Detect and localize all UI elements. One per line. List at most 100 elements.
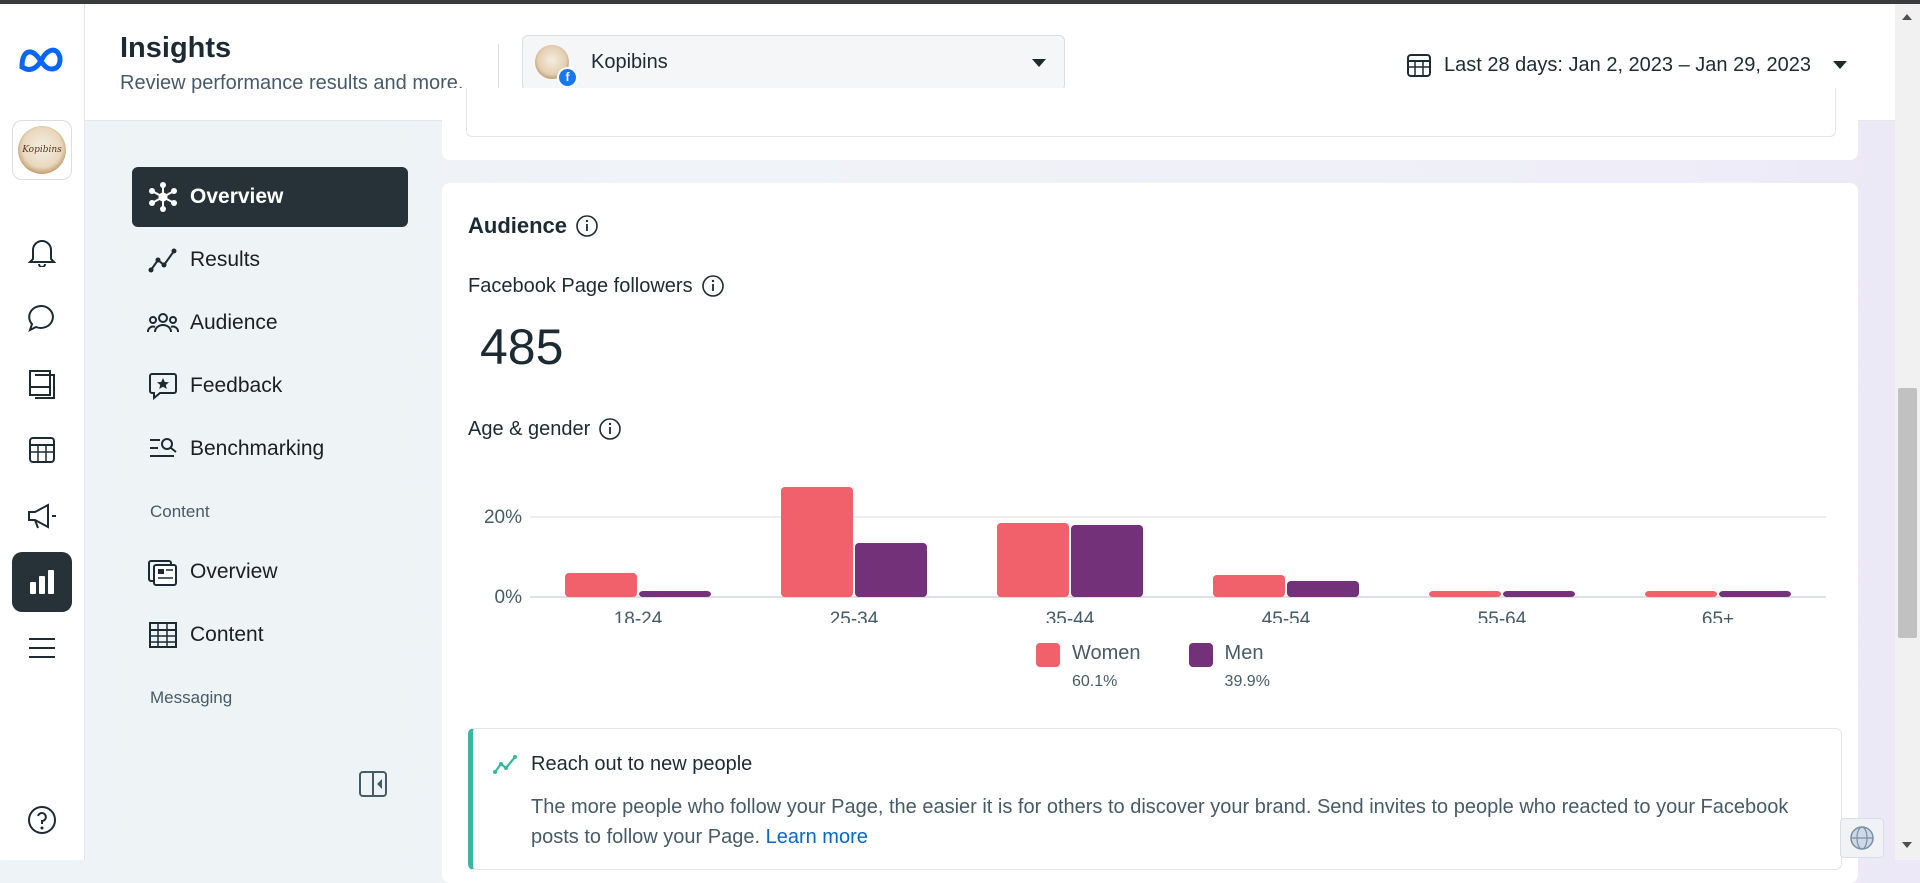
- y-tick-label: 20%: [484, 507, 522, 528]
- info-icon[interactable]: [575, 214, 599, 238]
- bar-men-35-44[interactable]: [1071, 525, 1143, 597]
- sidebar-item-label: Audience: [190, 311, 278, 334]
- legend-share-men: 39.9%: [1224, 673, 1270, 690]
- trend-icon: [493, 755, 517, 774]
- legend-swatch-men: [1188, 643, 1213, 667]
- followers-count: 485: [480, 319, 564, 375]
- audience-heading: Audience: [468, 213, 599, 239]
- previous-card: [442, 88, 1858, 160]
- bar-men-55-64[interactable]: [1503, 591, 1575, 597]
- notifications-icon[interactable]: [12, 222, 72, 282]
- feedback-icon: [146, 369, 180, 403]
- sidebar-item-results[interactable]: Results: [132, 230, 408, 290]
- bar-men-18-24[interactable]: [639, 591, 711, 597]
- content-table-icon: [146, 618, 180, 652]
- sidebar-item-audience[interactable]: Audience: [132, 293, 408, 353]
- sidebar-item-label: Content: [190, 623, 264, 646]
- y-tick-label: 0%: [495, 587, 523, 608]
- x-tick-label: 55-64: [1478, 609, 1527, 623]
- bar-women-35-44[interactable]: [997, 523, 1069, 597]
- page-name: Kopibins: [591, 51, 668, 73]
- bar-men-45-54[interactable]: [1287, 581, 1359, 597]
- meta-logo-icon[interactable]: [12, 30, 72, 90]
- bar-women-55-64[interactable]: [1429, 591, 1501, 597]
- followers-heading: Facebook Page followers: [468, 274, 725, 298]
- ads-icon[interactable]: [12, 486, 72, 546]
- legend-item-men[interactable]: Men 39.9%: [1188, 642, 1270, 691]
- x-tick-label: 35-44: [1046, 609, 1095, 623]
- chevron-down-icon: [1032, 59, 1046, 67]
- age-gender-chart: 0% 20% 18-24 25-34 35-44 45-54 55-64 65+: [484, 487, 1826, 623]
- bar-women-45-54[interactable]: [1213, 575, 1285, 597]
- date-range-selector[interactable]: Last 28 days: Jan 2, 2023 – Jan 29, 2023: [1406, 50, 1847, 80]
- legend-item-women[interactable]: Women 60.1%: [1036, 642, 1141, 691]
- messages-icon[interactable]: [12, 288, 72, 348]
- legend-swatch-women: [1036, 643, 1060, 667]
- bar-men-65+[interactable]: [1719, 591, 1791, 597]
- x-tick-label: 18-24: [614, 609, 663, 623]
- page-avatar[interactable]: Kopibins: [12, 120, 72, 180]
- sidebar-section-messaging: Messaging: [150, 688, 233, 707]
- bar-women-18-24[interactable]: [565, 573, 637, 597]
- x-tick-label: 65+: [1702, 609, 1734, 623]
- info-icon[interactable]: [701, 274, 725, 298]
- collapse-panel-icon: [359, 771, 387, 797]
- scroll-down-arrow-icon[interactable]: [1902, 842, 1912, 848]
- results-icon: [146, 243, 180, 277]
- help-icon[interactable]: [12, 790, 72, 850]
- bar-women-25-34[interactable]: [781, 487, 853, 597]
- sidebar-item-label: Results: [190, 248, 261, 271]
- sidebar-item-label: Overview: [190, 560, 278, 583]
- x-tick-label: 45-54: [1262, 609, 1311, 623]
- reach-body: The more people who follow your Page, th…: [531, 792, 1791, 852]
- window-top-edge: [0, 0, 1920, 4]
- insights-icon[interactable]: [12, 552, 72, 612]
- overview-icon: [146, 180, 180, 214]
- reach-new-people-card: Reach out to new people The more people …: [468, 728, 1842, 870]
- left-rail: Kopibins: [0, 4, 85, 860]
- scroll-thumb[interactable]: [1898, 388, 1917, 638]
- age-gender-heading: Age & gender: [468, 417, 622, 441]
- facebook-badge-icon: f: [557, 67, 578, 88]
- header-divider: [498, 44, 499, 88]
- page-scrollbar[interactable]: [1895, 4, 1920, 860]
- collapse-sidebar-button[interactable]: [358, 770, 388, 803]
- bar-men-25-34[interactable]: [855, 543, 927, 597]
- page-title: Insights: [120, 32, 232, 64]
- sidebar-item-content-overview[interactable]: Overview: [132, 542, 408, 602]
- info-icon[interactable]: [598, 417, 622, 441]
- sidebar-item-feedback[interactable]: Feedback: [132, 356, 408, 416]
- previous-card-inner: [466, 88, 1836, 137]
- x-tick-label: 25-34: [830, 609, 879, 623]
- chevron-down-icon: [1832, 61, 1847, 69]
- sidebar-item-content[interactable]: Content: [132, 605, 408, 665]
- legend-label-women: Women: [1072, 642, 1141, 664]
- sidebar-item-label: Benchmarking: [190, 437, 325, 460]
- chart-legend: Women 60.1% Men 39.9%: [1036, 642, 1318, 691]
- sidebar-section-content: Content: [150, 502, 210, 521]
- followers-label: Facebook Page followers: [468, 274, 693, 297]
- menu-icon[interactable]: [12, 618, 72, 678]
- scroll-up-arrow-icon[interactable]: [1902, 14, 1912, 20]
- calendar-icon: [1407, 54, 1431, 77]
- reach-title: Reach out to new people: [531, 753, 753, 775]
- reach-text: The more people who follow your Page, th…: [531, 796, 1789, 848]
- benchmarking-icon: [146, 432, 180, 466]
- audience-title: Audience: [468, 213, 568, 238]
- sidebar-item-label: Overview: [190, 185, 284, 208]
- sidebar-item-overview[interactable]: Overview: [132, 167, 408, 227]
- posts-icon[interactable]: [12, 354, 72, 414]
- learn-more-link[interactable]: Learn more: [765, 826, 868, 848]
- bar-women-65+[interactable]: [1645, 591, 1717, 597]
- language-button[interactable]: [1840, 818, 1884, 858]
- age-gender-label: Age & gender: [468, 417, 591, 440]
- planner-icon[interactable]: [12, 420, 72, 480]
- page-avatar-image: Kopibins: [18, 126, 66, 174]
- date-range-label: Last 28 days: Jan 2, 2023 – Jan 29, 2023: [1444, 53, 1811, 76]
- globe-icon: [1850, 826, 1874, 850]
- content-overview-icon: [146, 555, 180, 589]
- insights-sidebar: Overview Results Audience Feedback Bench…: [132, 167, 408, 728]
- page-selector-dropdown[interactable]: f Kopibins: [522, 35, 1065, 91]
- sidebar-item-benchmarking[interactable]: Benchmarking: [132, 419, 408, 479]
- legend-share-women: 60.1%: [1072, 673, 1118, 690]
